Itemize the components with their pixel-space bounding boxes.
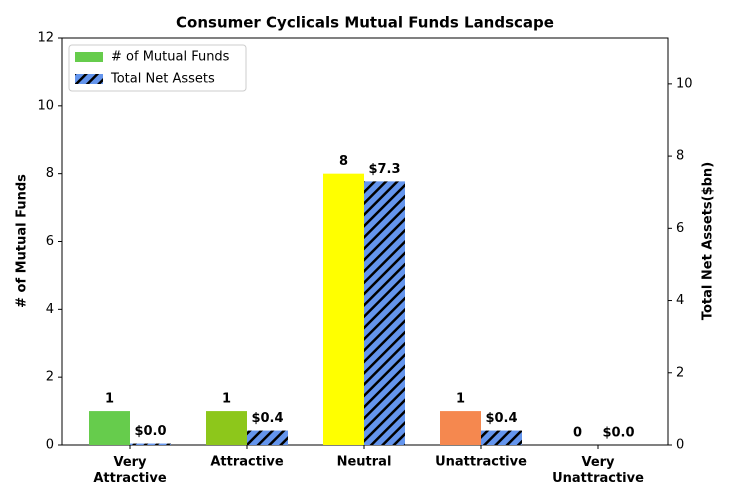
y-tick-label: 8 xyxy=(46,166,54,181)
data-label: $0.0 xyxy=(602,426,634,441)
bar xyxy=(89,411,130,445)
data-label: 1 xyxy=(105,392,114,407)
bar xyxy=(130,443,171,445)
x-tick-label: Very Attractive xyxy=(93,455,167,486)
bar xyxy=(323,173,364,445)
data-label: $0.4 xyxy=(485,411,517,426)
y-axis-label: # of Mutual Funds xyxy=(15,174,30,308)
data-label: 8 xyxy=(339,154,348,169)
data-label: $0.0 xyxy=(134,424,166,439)
chart-title: Consumer Cyclicals Mutual Funds Landscap… xyxy=(176,14,554,32)
bar xyxy=(481,430,522,445)
y2-tick-label: 4 xyxy=(676,293,684,308)
x-tick-label: Very Unattractive xyxy=(552,455,644,486)
data-label: 1 xyxy=(222,392,231,407)
bar xyxy=(364,181,405,445)
y-tick-label: 12 xyxy=(37,31,54,46)
y2-tick-label: 8 xyxy=(676,149,684,164)
y2-tick-label: 6 xyxy=(676,221,684,236)
y2-tick-label: 2 xyxy=(676,365,684,380)
legend-swatch xyxy=(75,52,103,62)
x-tick-label: Unattractive xyxy=(435,455,527,470)
y2-axis-label: Total Net Assets($bn) xyxy=(701,162,716,320)
legend-label: # of Mutual Funds xyxy=(111,50,230,65)
y-tick-label: 0 xyxy=(46,438,54,453)
bar xyxy=(440,411,481,445)
y2-tick-label: 0 xyxy=(676,438,684,453)
bar xyxy=(206,411,247,445)
legend-swatch xyxy=(75,74,103,84)
x-tick-label: Neutral xyxy=(337,455,392,470)
bar xyxy=(247,430,288,445)
legend-box xyxy=(68,44,247,92)
y-tick-label: 4 xyxy=(46,302,54,317)
y-tick-label: 2 xyxy=(46,370,54,385)
data-label: 0 xyxy=(573,426,582,441)
x-tick-label: Attractive xyxy=(210,455,284,470)
data-label: $7.3 xyxy=(368,162,400,177)
data-label: $0.4 xyxy=(251,411,283,426)
legend-label: Total Net Assets xyxy=(110,72,215,87)
y2-tick-label: 10 xyxy=(676,76,693,91)
y-tick-label: 10 xyxy=(37,98,54,113)
y-tick-label: 6 xyxy=(46,234,54,249)
data-label: 1 xyxy=(456,392,465,407)
